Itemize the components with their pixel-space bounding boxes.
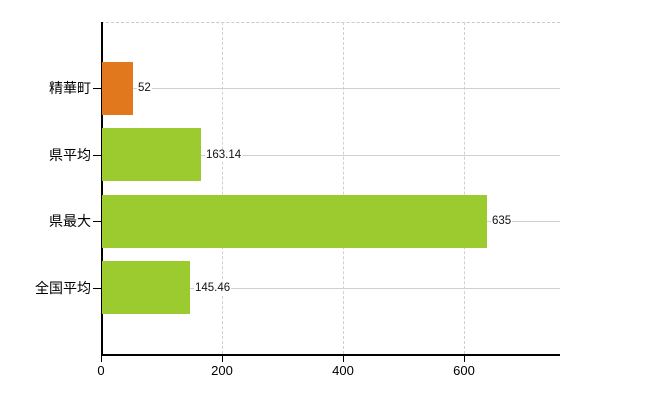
category-tick bbox=[93, 288, 101, 289]
bar bbox=[102, 128, 201, 181]
x-tick-label: 200 bbox=[211, 363, 233, 378]
grid-hline bbox=[101, 88, 560, 89]
grid-vline bbox=[222, 22, 223, 354]
grid-vline bbox=[464, 22, 465, 354]
bar bbox=[102, 62, 133, 115]
x-axis bbox=[101, 354, 560, 356]
category-tick bbox=[93, 221, 101, 222]
bar-value-label: 145.46 bbox=[194, 282, 232, 295]
grid-hline bbox=[101, 288, 560, 289]
grid-hline bbox=[101, 155, 560, 156]
plot-top-border bbox=[101, 22, 560, 23]
x-tick-label: 0 bbox=[97, 363, 105, 378]
category-tick bbox=[93, 155, 101, 156]
bar-value-label: 635 bbox=[491, 215, 513, 228]
category-tick bbox=[93, 88, 101, 89]
category-label: 県平均 bbox=[49, 147, 91, 163]
x-axis-tick bbox=[464, 356, 465, 362]
bar bbox=[102, 195, 487, 248]
bar bbox=[102, 261, 190, 314]
grid-vline bbox=[343, 22, 344, 354]
x-axis-tick bbox=[343, 356, 344, 362]
x-axis-tick bbox=[222, 356, 223, 362]
x-axis-tick bbox=[101, 356, 102, 362]
bar-value-label: 52 bbox=[137, 82, 152, 95]
x-tick-label: 400 bbox=[332, 363, 354, 378]
x-tick-label: 600 bbox=[453, 363, 475, 378]
category-label: 全国平均 bbox=[35, 280, 91, 296]
category-label: 精華町 bbox=[49, 80, 91, 96]
bar-value-label: 163.14 bbox=[205, 149, 243, 162]
y-axis bbox=[101, 22, 103, 355]
category-label: 県最大 bbox=[49, 213, 91, 229]
